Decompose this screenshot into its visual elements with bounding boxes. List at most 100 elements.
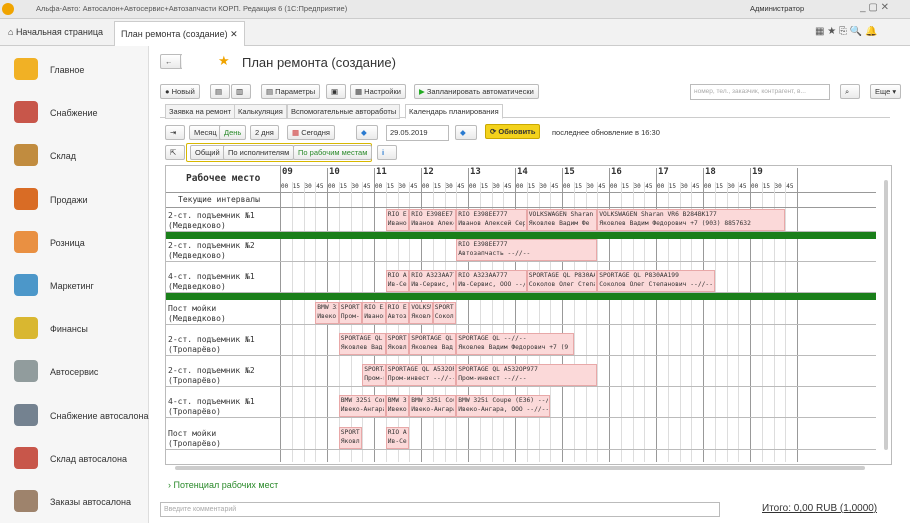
settings-button[interactable]: ▦ Настройки — [350, 84, 406, 99]
menu-icon[interactable] — [14, 144, 38, 167]
booking[interactable]: RIO A323AA77 Ив-Сервис, О — [409, 270, 457, 292]
menu-icon[interactable] — [14, 317, 38, 340]
icon-button[interactable]: ▣ — [326, 84, 346, 99]
tab-active[interactable]: План ремонта (создание) ✕ — [114, 21, 245, 46]
refresh-button[interactable]: ⟳ Обновить — [485, 124, 541, 139]
booking[interactable]: BMW 32Ивеко-А — [315, 302, 339, 324]
menu-item[interactable]: Заказы автосалона — [50, 497, 132, 507]
booking[interactable]: VOLKSWЯковле — [409, 302, 433, 324]
booking[interactable]: BMW 325i Cou Ивеко-Ангара — [338, 395, 386, 417]
today-button[interactable]: ▦ Сегодня — [287, 125, 335, 140]
booking[interactable]: RIO E3Автоза — [385, 302, 410, 324]
icon-button[interactable]: ⇱ — [165, 145, 185, 160]
total[interactable]: Итого: 0,00 RUB (1,0000) — [762, 503, 878, 514]
params-button[interactable]: ▤ Параметры — [261, 84, 321, 99]
subtab[interactable]: Калькуляция — [234, 104, 287, 119]
tab-home[interactable]: ⌂ Начальная страница — [8, 27, 104, 37]
mode-button[interactable]: Месяц — [189, 125, 222, 140]
booking[interactable]: RIO A3Ив-Серв — [385, 270, 410, 292]
menu-icon[interactable] — [14, 490, 38, 512]
menu-item[interactable]: Склад — [50, 151, 77, 162]
booking[interactable]: BMW 325i Coupe (E36) --//--Ивеко-Ангара,… — [456, 395, 551, 417]
booking[interactable]: SPORTAЯковле — [338, 427, 363, 449]
booking[interactable]: RIO A3Ив-Сер — [385, 427, 410, 449]
menu-item[interactable]: Главное — [50, 65, 85, 75]
v-scrollbar[interactable] — [884, 180, 888, 450]
next-button[interactable]: ◆ — [455, 125, 477, 140]
view-button[interactable]: По исполнителям — [223, 145, 295, 160]
row-name: 2-ст. подъемник №1 — [168, 211, 255, 220]
booking[interactable]: BMW 325i Cou Ивеко-Ангара — [409, 395, 457, 417]
booking[interactable]: SPORTAGE QL A532OP Пром-инвест --//-- — [385, 364, 457, 386]
row-line — [166, 231, 876, 232]
menu-item[interactable]: Автосервис — [50, 367, 99, 378]
menu-item[interactable]: Склад автосалона — [50, 453, 128, 464]
booking[interactable]: VOLKSWAGEN Sharan Яковлев Вадим Фе — [526, 209, 598, 231]
booking[interactable]: SPORTAGE QL Яковлев Вад — [409, 333, 457, 355]
menu-item[interactable]: Финансы — [50, 324, 88, 335]
prev-button[interactable]: ◆ — [356, 125, 378, 140]
new-button[interactable]: ● Новый — [160, 84, 200, 99]
booking[interactable]: SPORTAGE QL Яковлев Вад — [338, 333, 386, 355]
date-input[interactable]: 29.05.2019 — [386, 125, 449, 141]
booking[interactable]: SPORTAПром-и — [338, 302, 363, 324]
booking[interactable]: RIO E398EE777 Иванов Алексей Сер — [456, 209, 527, 231]
booking[interactable]: SPORTAGE QL --//-- Яковлев Вадим Федорови… — [456, 333, 574, 355]
booking[interactable]: SPORTAGE QL P830AA Соколов Олег Степа — [526, 270, 598, 292]
favorite-star[interactable]: ★ — [218, 53, 230, 68]
booking[interactable]: RIO E398EE7 Иванов Алекс — [409, 209, 457, 231]
top-icons[interactable]: ▦ ★ ⎘ 🔍 🔔 — [815, 26, 878, 37]
subtab[interactable]: Календарь планирования — [405, 104, 503, 119]
booking[interactable]: RIO EИванов — [385, 209, 410, 231]
booking[interactable]: SPORTAПром-и — [362, 364, 386, 386]
booking[interactable]: SPORTAЯковле — [385, 333, 410, 355]
mode-button[interactable]: 2 дня — [250, 125, 279, 140]
menu-icon[interactable] — [14, 403, 38, 426]
menu-icon[interactable] — [14, 446, 38, 469]
subtab[interactable]: Заявка на ремонт — [165, 104, 236, 119]
booking-text: RIO E3 — [387, 304, 408, 311]
menu-icon[interactable] — [14, 230, 38, 253]
booking[interactable]: SPORTAGE QL A532OP977 Пром-инвест --//-- — [456, 364, 598, 386]
minute-label: 00 — [328, 183, 336, 190]
icon-button[interactable]: ⇥ — [165, 125, 185, 140]
comment-input[interactable]: Введите комментарий — [160, 502, 720, 517]
booking[interactable]: RIO E398EE777 Автозапчасть --//-- — [456, 239, 598, 261]
booking[interactable]: BMW 32Ивеко- — [385, 395, 410, 417]
menu-item[interactable]: Снабжение — [50, 108, 98, 119]
icon-button[interactable]: ▤ — [210, 84, 230, 99]
mode-button[interactable]: День — [219, 125, 247, 140]
more-button[interactable]: Еще ▾ — [870, 84, 902, 99]
menu-icon[interactable] — [14, 58, 38, 80]
booking[interactable]: SPORTAСоколо — [432, 302, 457, 324]
booking-text: Яковле — [340, 437, 361, 445]
window-controls[interactable]: _ ▢ ✕ — [860, 2, 889, 13]
menu-icon[interactable] — [14, 274, 38, 296]
h-scrollbar[interactable] — [175, 466, 865, 470]
menu-icon[interactable] — [14, 101, 38, 124]
booking[interactable]: SPORTAGE QL P830AA199 Соколов Олег Степан… — [597, 270, 715, 292]
auto-plan-button[interactable]: ▶ Запланировать автоматически — [414, 84, 539, 99]
subtab[interactable]: Вспомогательные автоработы — [287, 104, 401, 119]
hour-label: 18 — [705, 167, 716, 177]
column-line — [597, 182, 599, 462]
menu-item[interactable]: Снабжение автосалона — [50, 410, 149, 421]
view-button[interactable]: Общий — [190, 145, 225, 160]
search-button[interactable]: ⌕ — [840, 84, 860, 99]
booking[interactable]: RIO E3Иванов — [362, 302, 386, 324]
menu-icon[interactable] — [14, 187, 38, 210]
booking-text: Ив-Сервис, О — [411, 280, 455, 288]
search-input[interactable]: номер, тел., заказчик, контрагент, в... — [690, 84, 830, 100]
booking[interactable]: VOLKSWAGEN Sharan VR6 В284ВК177 Яковлев В… — [597, 209, 786, 231]
icon-button[interactable]: ▥ — [231, 84, 251, 99]
potential-link[interactable]: › Потенциал рабочих мест — [168, 480, 279, 490]
user-name[interactable]: Администратор — [750, 4, 805, 13]
menu-item[interactable]: Розница — [50, 237, 85, 248]
nav-buttons[interactable]: ←→ — [160, 54, 182, 69]
menu-item[interactable]: Маркетинг — [50, 281, 94, 291]
view-button[interactable]: По рабочим местам — [293, 145, 373, 160]
menu-icon[interactable] — [14, 360, 38, 383]
info-button[interactable]: i — [377, 145, 397, 160]
menu-item[interactable]: Продажи — [50, 194, 88, 205]
